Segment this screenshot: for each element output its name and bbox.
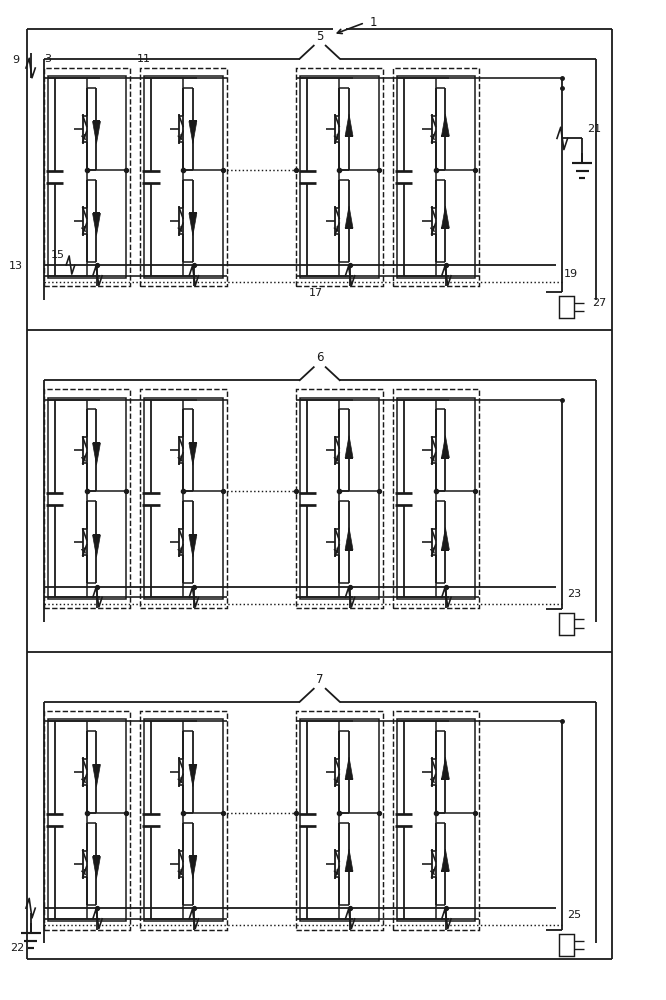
Text: 5: 5 (316, 30, 324, 43)
Bar (300, 76, 379, 278)
Text: 23: 23 (567, 589, 581, 599)
Polygon shape (93, 856, 101, 879)
Bar (393, 68, 480, 286)
Polygon shape (93, 535, 101, 557)
Bar (48, 719, 127, 921)
Bar (296, 68, 383, 286)
Text: 27: 27 (592, 298, 607, 308)
Polygon shape (93, 443, 101, 465)
Bar (44, 711, 131, 930)
Polygon shape (442, 528, 450, 550)
Polygon shape (442, 114, 450, 136)
Bar (44, 68, 131, 286)
Polygon shape (93, 213, 101, 236)
Bar (397, 719, 476, 921)
Bar (141, 68, 226, 286)
Polygon shape (189, 856, 196, 879)
Bar (393, 711, 480, 930)
Polygon shape (345, 206, 353, 228)
Bar (144, 398, 222, 599)
Polygon shape (345, 528, 353, 550)
Polygon shape (442, 757, 450, 779)
Bar (397, 76, 476, 278)
Text: 6: 6 (316, 351, 324, 364)
Text: 13: 13 (9, 261, 23, 271)
Bar (300, 719, 379, 921)
Bar (393, 389, 480, 608)
Polygon shape (189, 443, 196, 465)
Text: 11: 11 (137, 54, 151, 64)
Text: 3: 3 (44, 54, 51, 64)
Bar (559, 296, 573, 318)
Bar (44, 389, 131, 608)
Text: 15: 15 (51, 250, 65, 260)
Bar (397, 398, 476, 599)
Text: 22: 22 (10, 943, 24, 953)
Bar (144, 76, 222, 278)
Text: 17: 17 (309, 288, 324, 298)
Bar (48, 398, 127, 599)
Polygon shape (93, 121, 101, 144)
Polygon shape (345, 114, 353, 136)
Bar (559, 934, 573, 956)
Text: 21: 21 (587, 124, 601, 134)
Text: 9: 9 (13, 55, 19, 65)
Polygon shape (345, 849, 353, 871)
Bar (144, 719, 222, 921)
Polygon shape (189, 213, 196, 236)
Bar (559, 613, 573, 635)
Polygon shape (189, 535, 196, 557)
Polygon shape (442, 849, 450, 871)
Polygon shape (442, 436, 450, 458)
Bar (141, 711, 226, 930)
Text: 25: 25 (567, 910, 581, 920)
Polygon shape (189, 765, 196, 787)
Polygon shape (345, 757, 353, 779)
Text: 19: 19 (563, 269, 577, 279)
Polygon shape (442, 206, 450, 228)
Bar (296, 389, 383, 608)
Bar (141, 389, 226, 608)
Text: 1: 1 (370, 16, 377, 29)
Text: 7: 7 (316, 673, 324, 686)
Bar (300, 398, 379, 599)
Polygon shape (345, 436, 353, 458)
Bar (296, 711, 383, 930)
Bar (48, 76, 127, 278)
Polygon shape (93, 765, 101, 787)
Polygon shape (189, 121, 196, 144)
